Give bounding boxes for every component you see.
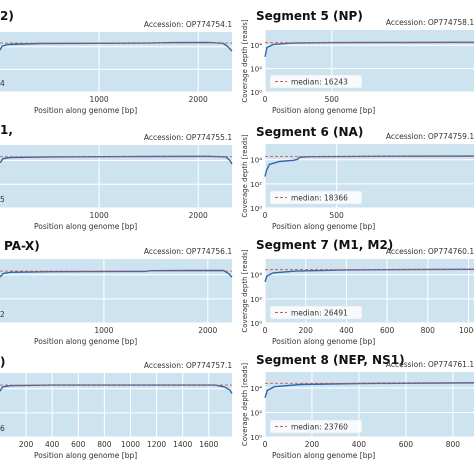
x-tick-label: 0: [263, 440, 268, 449]
y-tick-label: 10⁰: [250, 320, 262, 328]
x-tick-label: 1000: [121, 440, 140, 449]
cropped-legend-fragment: 2: [0, 310, 5, 319]
x-axis-label: Position along genome [bp]: [34, 337, 137, 346]
y-tick-label: 10²: [250, 409, 262, 417]
panel-right-2: Segment 6 (NA) Accession: OP774759.1 0 500 P…: [241, 125, 474, 231]
legend-median-label: median: 26491: [291, 309, 348, 318]
legend-box: [269, 74, 363, 89]
x-tick-label: 1600: [199, 440, 218, 449]
cropped-legend-fragment: 5: [0, 195, 5, 204]
x-tick-label: 2000: [189, 211, 208, 220]
panel-title: Segment 5 (NP): [256, 9, 363, 23]
panel-left-2: 1, Accession: OP774755.1 1000 2000 Position …: [0, 123, 233, 231]
coverage-line: [0, 155, 233, 165]
x-axis-label: Position along genome [bp]: [272, 337, 375, 346]
y-tick-label: 10²: [250, 66, 262, 74]
coverage-line: [0, 41, 233, 52]
coverage-line: [0, 269, 233, 278]
x-axis-label: Position along genome [bp]: [34, 222, 137, 231]
x-tick-label: 200: [299, 326, 314, 335]
x-tick-label: 800: [421, 326, 436, 335]
y-tick-label: 10⁰: [250, 89, 262, 97]
panel-right-4: Segment 8 (NEP, NS1)Accession: OP774761.…: [241, 353, 474, 460]
x-tick-label: 1200: [147, 440, 166, 449]
x-tick-label: 1000: [94, 326, 113, 335]
y-tick-label: 10⁰: [250, 434, 262, 442]
legend-median-label: median: 16243: [291, 78, 348, 87]
x-tick-label: 0: [263, 211, 268, 220]
x-tick-label: 1000: [459, 326, 474, 335]
panel-title: Segment 7 (M1, M2): [256, 238, 393, 252]
x-tick-label: 800: [97, 440, 112, 449]
panel-right-3: Segment 7 (M1, M2)Accession: OP774760.1 0…: [241, 238, 474, 346]
panel-title: Segment 6 (NA): [256, 125, 363, 139]
y-tick-label: 10⁰: [250, 205, 262, 213]
x-axis-label: Position along genome [bp]: [272, 106, 375, 115]
plot-area: [0, 373, 232, 437]
accession-label: Accession: OP774758.1: [386, 18, 474, 27]
y-axis-label: Coverage depth [reads]: [241, 363, 249, 447]
accession-label: Accession: OP774754.1: [144, 20, 232, 29]
coverage-line: [264, 155, 474, 177]
x-tick-label: 800: [446, 440, 461, 449]
x-tick-label: 400: [352, 440, 367, 449]
legend-box: [269, 419, 363, 434]
legend-box: [269, 190, 363, 205]
x-tick-label: 600: [380, 326, 395, 335]
accession-label: Accession: OP774757.1: [144, 361, 232, 370]
accession-label: Accession: OP774759.1: [386, 132, 474, 141]
x-axis-label: Position along genome [bp]: [272, 451, 375, 460]
x-tick-label: 1000: [90, 95, 109, 104]
accession-label: Accession: OP774761.1: [386, 360, 474, 369]
x-tick-label: 500: [330, 211, 345, 220]
x-axis-label: Position along genome [bp]: [272, 222, 375, 231]
panel-left-3: PA-X) Accession: OP774756.1 1000 2000 Positi…: [0, 239, 233, 346]
panel-title: 2): [0, 9, 14, 23]
x-tick-label: 500: [325, 95, 340, 104]
y-axis-label: Coverage depth [reads]: [241, 19, 249, 103]
accession-label: Accession: OP774756.1: [144, 247, 232, 256]
x-tick-label: 600: [71, 440, 86, 449]
x-axis-label: Position along genome [bp]: [34, 106, 137, 115]
y-tick-label: 10⁴: [250, 385, 262, 393]
plot-area: [0, 145, 232, 208]
x-tick-label: 0: [263, 326, 268, 335]
panel-title: PA-X): [4, 239, 40, 253]
x-tick-label: 400: [339, 326, 354, 335]
y-tick-label: 10²: [250, 181, 262, 189]
cropped-legend-fragment: 4: [0, 79, 5, 88]
plot-area: [0, 259, 232, 323]
legend-median-label: median: 18366: [291, 194, 348, 203]
y-tick-label: 10⁴: [250, 157, 262, 165]
x-tick-label: 600: [399, 440, 414, 449]
panel-title: 1,: [0, 123, 13, 137]
x-axis-label: Position along genome [bp]: [34, 451, 137, 460]
y-tick-label: 10⁴: [250, 272, 262, 280]
legend-median-label: median: 23760: [291, 423, 348, 432]
x-tick-label: 2000: [198, 326, 217, 335]
legend-box: [269, 305, 363, 320]
x-tick-label: 1400: [173, 440, 192, 449]
x-tick-label: 1000: [90, 211, 109, 220]
accession-label: Accession: OP774760.1: [386, 247, 474, 256]
y-tick-label: 10⁴: [250, 42, 262, 50]
coverage-line: [264, 382, 474, 399]
y-axis-label: Coverage depth [reads]: [241, 134, 249, 218]
x-tick-label: 200: [305, 440, 320, 449]
x-tick-label: 200: [19, 440, 34, 449]
panel-right-1: Segment 5 (NP) Accession: OP774758.1 0 500 P…: [241, 9, 474, 115]
panel-title: Segment 8 (NEP, NS1): [256, 353, 405, 367]
y-tick-label: 10²: [250, 296, 262, 304]
panel-left-4: ) Accession: OP774757.1 200 400 600 800 1000 12…: [0, 355, 233, 460]
x-tick-label: 400: [45, 440, 60, 449]
x-tick-label: 0: [263, 95, 268, 104]
panel-title: ): [0, 355, 5, 369]
x-tick-label: 2000: [189, 95, 208, 104]
accession-label: Accession: OP774755.1: [144, 133, 232, 142]
panel-left-1: 2) Accession: OP774754.1 1000 2000 Position …: [0, 9, 233, 115]
y-axis-label: Coverage depth [reads]: [241, 249, 249, 333]
cropped-legend-fragment: 6: [0, 424, 5, 433]
